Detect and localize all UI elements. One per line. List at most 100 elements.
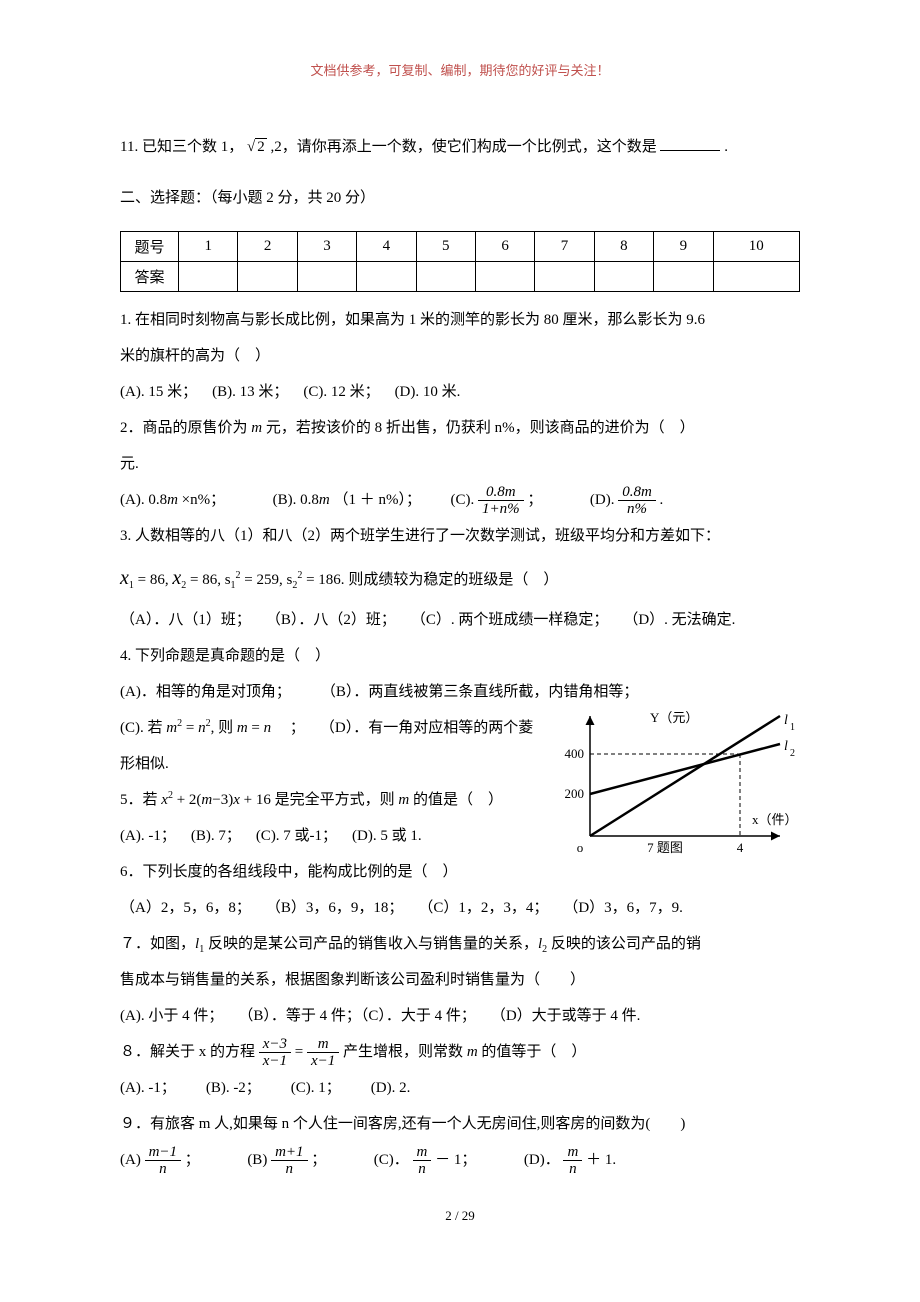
q11-text-c: . <box>724 139 728 155</box>
svg-text:400: 400 <box>565 746 585 761</box>
question-11: 11. 已知三个数 1， 2 ,2，请你再添上一个数，使它们构成一个比例式，这个… <box>120 129 800 165</box>
den: n <box>271 1161 307 1178</box>
svg-text:200: 200 <box>565 786 585 801</box>
problem-8: ８．解关于 x 的方程 x−3x−1 = mx−1 产生增根，则常数 m 的值等… <box>120 1034 800 1070</box>
page-footer: 2 / 29 <box>120 1208 800 1224</box>
xbar2: x <box>172 567 181 589</box>
svg-text:x（件）: x（件） <box>752 812 798 827</box>
col-4: 4 <box>357 232 416 262</box>
frac-9c: mn <box>413 1144 432 1178</box>
p2-a: 2．商品的原售价为 <box>120 420 251 436</box>
page: 文档供参考，可复制、编制，期待您的好评与关注！ 11. 已知三个数 1， 2 ,… <box>0 0 920 1264</box>
opt-a2: ； <box>185 1152 200 1168</box>
sub2: 2 <box>542 944 547 955</box>
x: x <box>233 792 240 808</box>
opt-a: (A) <box>120 1152 145 1168</box>
sqrt-2: 2 <box>247 129 267 165</box>
opt-b: (B) <box>247 1152 271 1168</box>
num: x−3 <box>259 1036 291 1054</box>
p7c: 反映的该公司产品的销 <box>551 936 701 952</box>
s-sub2: 2 <box>292 580 297 591</box>
svg-text:o: o <box>577 840 584 855</box>
eq-a: = 86, <box>138 572 169 588</box>
sqrt-rad: 2 <box>255 138 267 155</box>
num: m+1 <box>271 1144 307 1162</box>
blank-fill <box>660 136 720 151</box>
frac-num: 0.8m <box>618 484 656 502</box>
problem-7: ７．如图，l1 反映的是某公司产品的销售收入与销售量的关系，l2 反映的该公司产… <box>120 926 800 962</box>
sub1: 1 <box>129 580 134 591</box>
opt-a: (A). 0.8 <box>120 492 167 508</box>
col-7: 7 <box>535 232 594 262</box>
den: n <box>563 1161 582 1178</box>
opt-c: (C). <box>450 492 478 508</box>
nsq: n <box>198 720 206 736</box>
header-note: 文档供参考，可复制、编制，期待您的好评与关注！ <box>120 60 800 79</box>
ans-6 <box>475 262 534 292</box>
m: m <box>201 792 212 808</box>
problem-3-eq: x1 = 86, x2 = 86, s12 = 259, s22 = 186. … <box>120 554 800 602</box>
p7a: ７．如图， <box>120 936 195 952</box>
opt-a2: ×n%； <box>178 492 225 508</box>
ans-7 <box>535 262 594 292</box>
ans-10 <box>713 262 799 292</box>
eq-d: = 186. <box>306 572 344 588</box>
den: x−1 <box>307 1053 339 1070</box>
xbar1: x <box>120 567 129 589</box>
problem-1-opts: (A). 15 米； (B). 13 米； (C). 12 米； (D). 10… <box>120 374 800 410</box>
ans-1 <box>179 262 238 292</box>
num: m−1 <box>145 1144 181 1162</box>
s-sub1: 1 <box>231 580 236 591</box>
table-row-answers: 答案 <box>121 262 800 292</box>
p8c: 的值等于（ ） <box>481 1044 586 1060</box>
col-9: 9 <box>654 232 713 262</box>
p4c-post: ； （D）．有一角对应相等的两个菱形相似. <box>120 720 533 772</box>
p3b: 则成绩较为稳定的班级是（ ） <box>348 572 558 588</box>
svg-text:l: l <box>784 739 788 754</box>
x: x <box>161 792 168 808</box>
svg-text:2: 2 <box>790 748 795 759</box>
opt-d2: ＋ 1. <box>586 1152 616 1168</box>
col-6: 6 <box>475 232 534 262</box>
ans-3 <box>297 262 356 292</box>
num: m <box>307 1036 339 1054</box>
problem-3: 3. 人数相等的八（1）和八（2）两个班学生进行了一次数学测试，班级平均分和方差… <box>120 518 800 554</box>
frac-d: 0.8mn% <box>618 484 656 518</box>
p2-a2: 元，若按该价的 8 折出售，仍获利 n%，则该商品的进价为（ ） <box>262 420 695 436</box>
frac-9d: mn <box>563 1144 582 1178</box>
eq-c: = 259, s <box>244 572 292 588</box>
col-5: 5 <box>416 232 475 262</box>
frac-8-1: x−3x−1 <box>259 1036 291 1070</box>
opt-b2: （1 ＋ n%）； <box>330 492 421 508</box>
problem-1: 1. 在相同时刻物高与影长成比例，如果高为 1 米的测竿的影长为 80 厘米，那… <box>120 302 800 338</box>
opt-d: (D). <box>590 492 618 508</box>
den: n <box>413 1161 432 1178</box>
opt-d2: . <box>660 492 664 508</box>
sub2: 2 <box>181 580 186 591</box>
problem-4a: (A)．相等的角是对顶角； （B）．两直线被第三条直线所截，内错角相等； <box>120 674 800 710</box>
sub1: 1 <box>199 944 204 955</box>
var-m: m <box>319 492 330 508</box>
chart-q7: 2004004oY（元）x（件）l1l27 题图 <box>550 706 800 866</box>
den: n <box>145 1161 181 1178</box>
m: m <box>237 720 248 736</box>
chart-svg: 2004004oY（元）x（件）l1l27 题图 <box>550 706 800 866</box>
p8b: 产生增根，则常数 <box>343 1044 467 1060</box>
svg-text:7 题图: 7 题图 <box>647 840 683 855</box>
ans-5 <box>416 262 475 292</box>
sq: 2 <box>206 718 211 729</box>
problem-8-opts: (A). -1； (B). -2； (C). 1； (D). 2. <box>120 1070 800 1106</box>
var-m: m <box>251 420 262 436</box>
sq: 2 <box>236 570 241 581</box>
frac-den: 1+n% <box>478 501 524 518</box>
msq: m <box>166 720 177 736</box>
problem-7-opts: (A). 小于 4 件； （B）．等于 4 件；（C）．大于 4 件； （D）大… <box>120 998 800 1034</box>
opt-c2: － 1； <box>435 1152 476 1168</box>
ans-9 <box>654 262 713 292</box>
opt-b2: ； <box>311 1152 326 1168</box>
opt-b: (B). 0.8 <box>273 492 319 508</box>
col-2: 2 <box>238 232 297 262</box>
sq: 2 <box>168 790 173 801</box>
frac-9a: m−1n <box>145 1144 181 1178</box>
m: m <box>467 1044 478 1060</box>
